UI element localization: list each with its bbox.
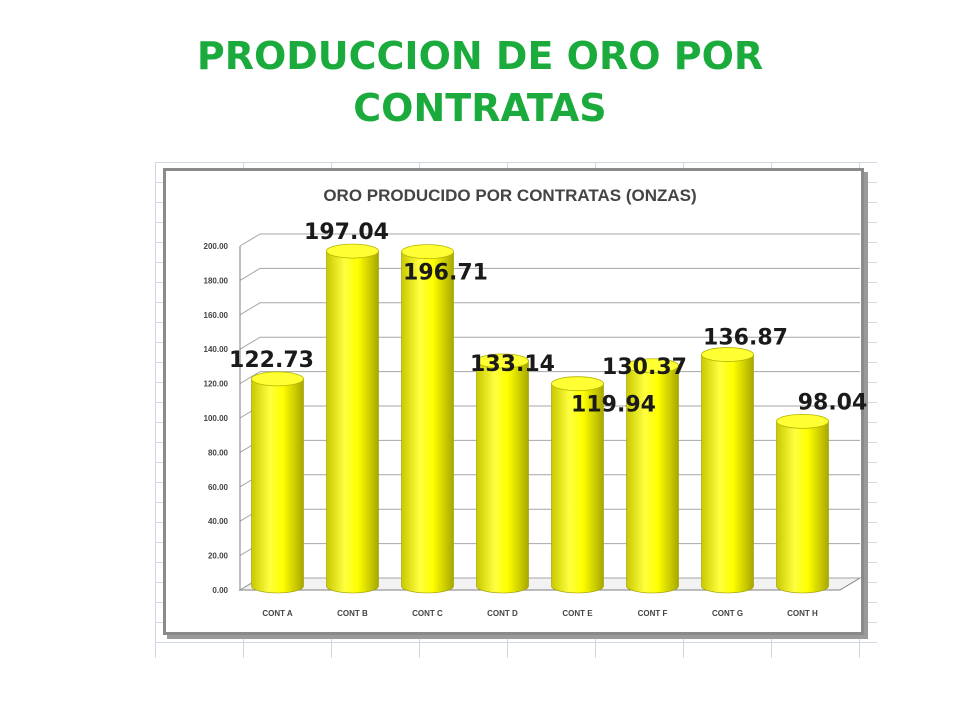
bar-body	[251, 378, 304, 594]
y-tick-label: 20.00	[208, 552, 229, 561]
data-labels: 122.73 197.04 196.71 133.14 119.94 130.37 136.…	[229, 220, 867, 418]
slide-title-line-2: CONTRATAS	[353, 86, 607, 130]
y-tick-label: 100.00	[204, 414, 229, 423]
y-tick-label: 200.00	[204, 242, 229, 251]
data-label: 196.71	[403, 261, 488, 286]
bar-cont-e	[551, 376, 604, 594]
bar-cont-f	[626, 358, 679, 594]
bar-body	[551, 383, 604, 594]
x-tick-label: CONT H	[787, 609, 818, 618]
bar-top	[251, 371, 304, 387]
gridline	[239, 336, 860, 350]
x-tick-label: CONT D	[487, 609, 518, 618]
x-tick-label: CONT B	[337, 609, 368, 618]
bar-body	[626, 365, 679, 594]
bar-top	[626, 358, 679, 374]
slide-title-line-1: PRODUCCION DE ORO POR	[196, 34, 764, 78]
bar-body	[776, 421, 829, 594]
y-tick-label: 40.00	[208, 517, 229, 526]
data-label: 119.94	[571, 393, 656, 418]
y-tick-label: 120.00	[204, 380, 229, 389]
bar-cont-c	[401, 244, 454, 594]
y-tick-label: 80.00	[208, 448, 229, 457]
data-label: 130.37	[602, 355, 687, 380]
bar-top	[326, 243, 379, 259]
bar-top	[551, 376, 604, 392]
bar-cont-h	[776, 413, 829, 594]
data-label: 133.14	[470, 352, 555, 377]
data-label: 122.73	[229, 348, 314, 373]
data-label: 197.04	[304, 220, 389, 245]
bar-cont-g	[701, 347, 754, 594]
y-tick-label: 140.00	[204, 345, 229, 354]
bar-body	[476, 360, 529, 594]
chart-title: ORO PRODUCIDO POR CONTRATAS (ONZAS)	[323, 186, 696, 205]
bar-top	[776, 413, 829, 429]
slide-title: PRODUCCION DE ORO POR CONTRATAS	[0, 30, 960, 134]
gridline	[239, 233, 860, 247]
x-tick-label: CONT G	[712, 609, 743, 618]
bar-body	[401, 251, 454, 594]
y-tick-label: 60.00	[208, 483, 229, 492]
bar-cont-b	[326, 243, 379, 594]
data-label: 136.87	[703, 326, 788, 351]
bar-body	[701, 354, 754, 594]
y-tick-label: 160.00	[204, 311, 229, 320]
bar-top	[476, 353, 529, 369]
bar-cont-a	[251, 371, 304, 594]
bar-top	[401, 244, 454, 260]
y-tick-label: 180.00	[204, 276, 229, 285]
gridline	[239, 267, 860, 281]
bar-body	[326, 250, 379, 594]
bars	[251, 243, 829, 594]
x-tick-label: CONT F	[638, 609, 668, 618]
data-label: 98.04	[798, 390, 868, 415]
y-tick-label: 0.00	[212, 586, 228, 595]
x-tick-label: CONT C	[412, 609, 443, 618]
bar-cont-d	[476, 353, 529, 594]
x-tick-label: CONT E	[562, 609, 593, 618]
gridline	[239, 302, 860, 316]
x-tick-label: CONT A	[262, 609, 293, 618]
bar-top	[701, 347, 754, 362]
